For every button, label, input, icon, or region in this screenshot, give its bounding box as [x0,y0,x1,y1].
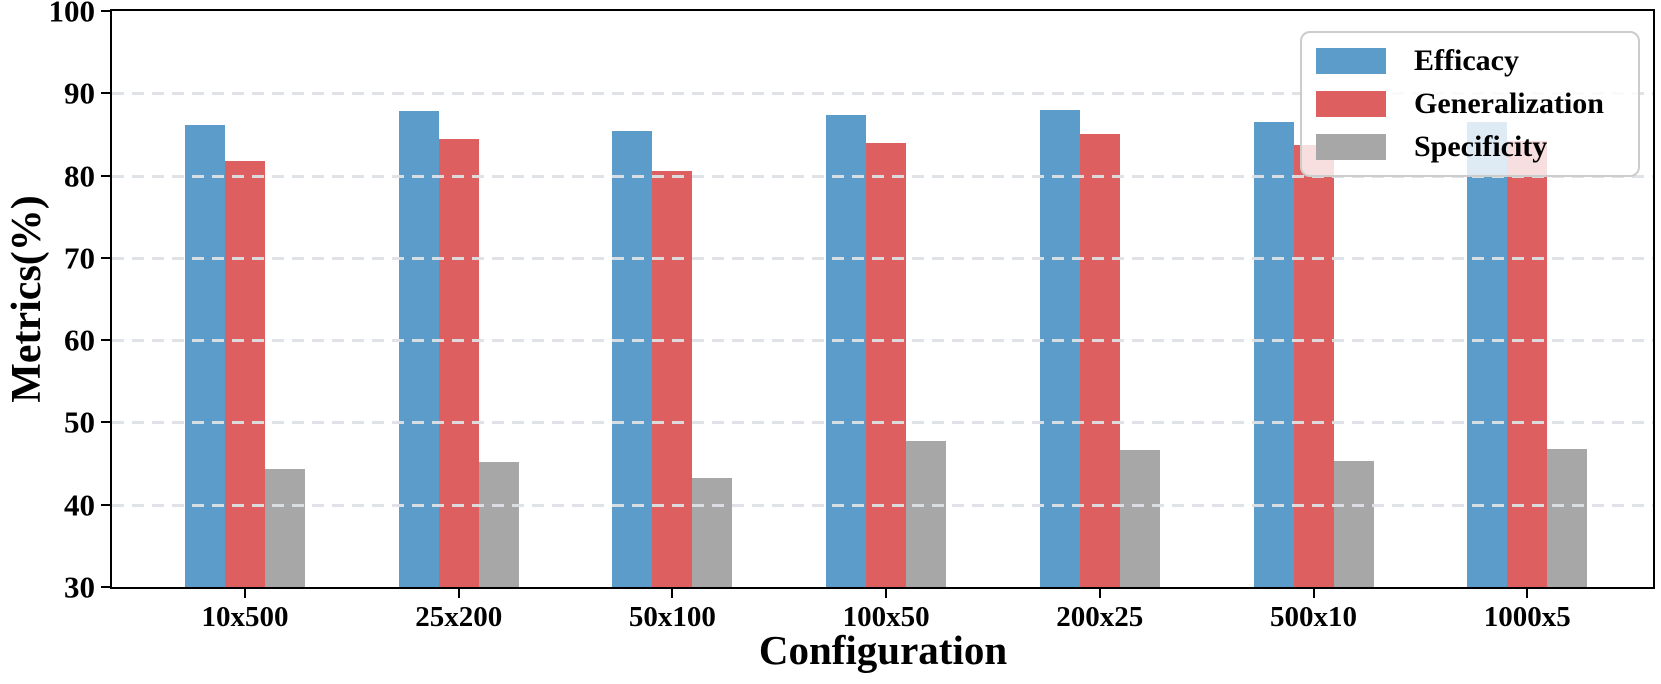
y-tick-mark-70 [101,256,110,259]
bar-specificity-500x10 [1333,461,1374,587]
bar-generalization-50x100 [652,170,693,587]
x-tick-label-100x50: 100x50 [842,601,930,633]
x-tick-label-1000x5: 1000x5 [1483,601,1571,633]
bar-efficacy-500x10 [1253,122,1294,587]
bar-specificity-1000x5 [1547,448,1588,587]
y-tick-mark-50 [101,421,110,424]
bar-specificity-200x25 [1119,449,1160,587]
x-tick-mark-50x100 [671,589,674,598]
x-tick-mark-500x10 [1312,589,1315,598]
gridline-50 [112,421,1653,425]
bar-efficacy-25x200 [398,110,439,587]
x-tick-mark-25x200 [457,589,460,598]
x-tick-mark-1000x5 [1526,589,1529,598]
bar-specificity-100x50 [906,440,947,587]
y-tick-mark-60 [101,339,110,342]
bar-efficacy-100x50 [826,114,867,587]
gridline-60 [112,339,1653,343]
x-tick-label-25x200: 25x200 [415,601,503,633]
x-axis-title: Configuration [758,627,1008,673]
y-tick-label-100: 100 [48,0,96,29]
y-tick-label-60: 60 [64,322,95,358]
bar-specificity-25x200 [478,461,519,587]
x-tick-label-200x25: 200x25 [1056,601,1144,633]
gridline-90 [112,92,1653,96]
legend-item-specificity: Specificity [1316,132,1624,162]
bar-generalization-500x10 [1293,145,1334,587]
y-tick-mark-40 [101,503,110,506]
x-tick-label-50x100: 50x100 [628,601,716,633]
legend-label-generalization: Generalization [1414,86,1604,120]
bar-generalization-10x500 [225,160,265,587]
legend: Efficacy Generalization Specificity [1300,31,1640,177]
gridline-40 [112,503,1653,507]
x-tick-label-10x500: 10x500 [201,601,289,633]
legend-item-efficacy: Efficacy [1316,43,1624,77]
x-tick-mark-200x25 [1098,589,1101,598]
bar-specificity-50x100 [692,477,733,587]
y-tick-label-80: 80 [64,158,95,194]
bar-specificity-10x500 [265,468,305,587]
plot-area: Efficacy Generalization Specificity [110,9,1655,589]
y-tick-mark-30 [101,586,110,588]
bar-efficacy-50x100 [612,131,653,587]
y-tick-label-70: 70 [64,240,95,276]
legend-item-generalization: Generalization [1316,86,1624,120]
bar-generalization-25x200 [438,138,479,587]
y-tick-mark-90 [101,92,110,95]
y-tick-label-40: 40 [64,487,95,523]
y-tick-label-90: 90 [64,75,95,111]
gridline-70 [112,256,1653,260]
legend-swatch-efficacy [1316,47,1386,74]
bar-efficacy-1000x5 [1467,122,1508,587]
y-tick-label-50: 50 [64,404,95,440]
bar-efficacy-200x25 [1039,109,1080,587]
bar-efficacy-10x500 [185,125,225,587]
legend-swatch-generalization [1316,90,1386,117]
y-tick-mark-80 [101,174,110,177]
bar-generalization-200x25 [1079,133,1120,587]
x-tick-mark-10x500 [244,589,246,598]
gridline-80 [112,174,1653,178]
y-tick-label-30: 30 [64,569,95,605]
bar-generalization-100x50 [866,142,907,587]
legend-label-efficacy: Efficacy [1414,43,1519,77]
x-tick-mark-100x50 [885,589,888,598]
bar-generalization-1000x5 [1507,141,1548,587]
legend-label-specificity: Specificity [1414,130,1548,164]
x-tick-label-500x10: 500x10 [1270,601,1357,633]
y-axis-title: Metrics(%) [4,195,50,403]
legend-swatch-specificity [1316,134,1386,161]
y-tick-mark-100 [101,10,110,12]
